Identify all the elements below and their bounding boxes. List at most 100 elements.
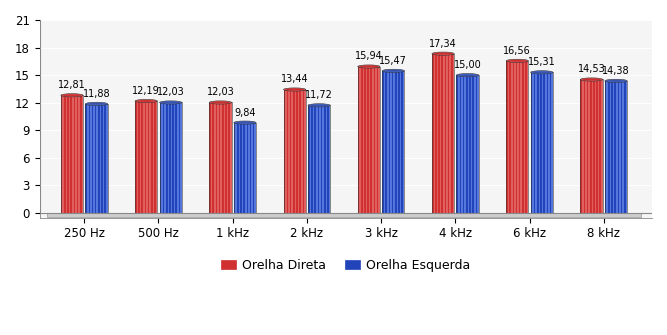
- Bar: [301, 89, 303, 213]
- Bar: [377, 67, 378, 213]
- Bar: [621, 81, 622, 213]
- Bar: [360, 67, 361, 213]
- Text: 15,94: 15,94: [355, 52, 383, 61]
- Bar: [235, 123, 237, 213]
- Bar: [531, 72, 532, 213]
- Bar: [548, 72, 550, 213]
- Bar: [596, 79, 598, 213]
- Bar: [510, 61, 511, 213]
- Bar: [545, 72, 546, 213]
- Text: 16,56: 16,56: [504, 46, 531, 56]
- Bar: [314, 105, 316, 213]
- Bar: [213, 103, 214, 213]
- Bar: [618, 81, 619, 213]
- Bar: [361, 67, 362, 213]
- Bar: [540, 72, 542, 213]
- Bar: [161, 103, 163, 213]
- Bar: [217, 103, 219, 213]
- Bar: [106, 104, 107, 213]
- Bar: [598, 79, 600, 213]
- Legend: Orelha Direta, Orelha Esquerda: Orelha Direta, Orelha Esquerda: [216, 254, 476, 277]
- Bar: [626, 81, 627, 213]
- Bar: [251, 123, 253, 213]
- Bar: [303, 89, 304, 213]
- Bar: [443, 54, 445, 213]
- Bar: [445, 54, 446, 213]
- Bar: [506, 61, 528, 213]
- Bar: [167, 103, 169, 213]
- Bar: [392, 71, 394, 213]
- Bar: [309, 105, 311, 213]
- Text: 15,00: 15,00: [454, 60, 482, 70]
- Text: 12,81: 12,81: [58, 80, 86, 90]
- Bar: [605, 81, 606, 213]
- Bar: [358, 67, 380, 213]
- Bar: [511, 61, 512, 213]
- Bar: [105, 104, 106, 213]
- Bar: [149, 101, 151, 213]
- Text: 14,53: 14,53: [578, 64, 606, 74]
- Ellipse shape: [605, 79, 627, 82]
- Ellipse shape: [63, 94, 81, 96]
- Bar: [369, 67, 370, 213]
- Bar: [616, 81, 618, 213]
- Ellipse shape: [209, 101, 231, 104]
- Bar: [179, 103, 180, 213]
- Text: 15,47: 15,47: [380, 56, 408, 66]
- Bar: [180, 103, 182, 213]
- Ellipse shape: [308, 104, 330, 107]
- Bar: [434, 54, 435, 213]
- Bar: [520, 61, 522, 213]
- Bar: [85, 104, 87, 213]
- Bar: [402, 71, 403, 213]
- Bar: [329, 105, 330, 213]
- Bar: [219, 103, 220, 213]
- Ellipse shape: [532, 71, 551, 73]
- Bar: [87, 104, 89, 213]
- Bar: [610, 81, 611, 213]
- Bar: [466, 75, 468, 213]
- Bar: [288, 89, 290, 213]
- Bar: [364, 67, 366, 213]
- Ellipse shape: [285, 88, 304, 90]
- Bar: [72, 95, 73, 213]
- Ellipse shape: [135, 99, 157, 103]
- Bar: [544, 72, 545, 213]
- Bar: [247, 123, 248, 213]
- Bar: [389, 71, 390, 213]
- Bar: [539, 72, 540, 213]
- Bar: [376, 67, 377, 213]
- Ellipse shape: [309, 105, 329, 106]
- Bar: [223, 103, 225, 213]
- Bar: [468, 75, 469, 213]
- Ellipse shape: [234, 121, 256, 124]
- Bar: [600, 79, 601, 213]
- Bar: [243, 123, 245, 213]
- Bar: [143, 101, 145, 213]
- Bar: [442, 54, 443, 213]
- Bar: [164, 103, 166, 213]
- Bar: [296, 89, 298, 213]
- Ellipse shape: [382, 69, 404, 72]
- Bar: [153, 101, 154, 213]
- Ellipse shape: [211, 102, 230, 104]
- Bar: [172, 103, 174, 213]
- Bar: [156, 101, 157, 213]
- Ellipse shape: [458, 74, 477, 76]
- Bar: [394, 71, 395, 213]
- Bar: [73, 95, 75, 213]
- Bar: [386, 71, 387, 213]
- Bar: [512, 61, 514, 213]
- Bar: [456, 75, 458, 213]
- Bar: [215, 103, 217, 213]
- Bar: [89, 104, 90, 213]
- Bar: [368, 67, 369, 213]
- Ellipse shape: [85, 102, 107, 106]
- Bar: [463, 75, 464, 213]
- Bar: [546, 72, 548, 213]
- Bar: [508, 61, 510, 213]
- Bar: [474, 75, 476, 213]
- Bar: [175, 103, 177, 213]
- Bar: [78, 95, 80, 213]
- Bar: [624, 81, 626, 213]
